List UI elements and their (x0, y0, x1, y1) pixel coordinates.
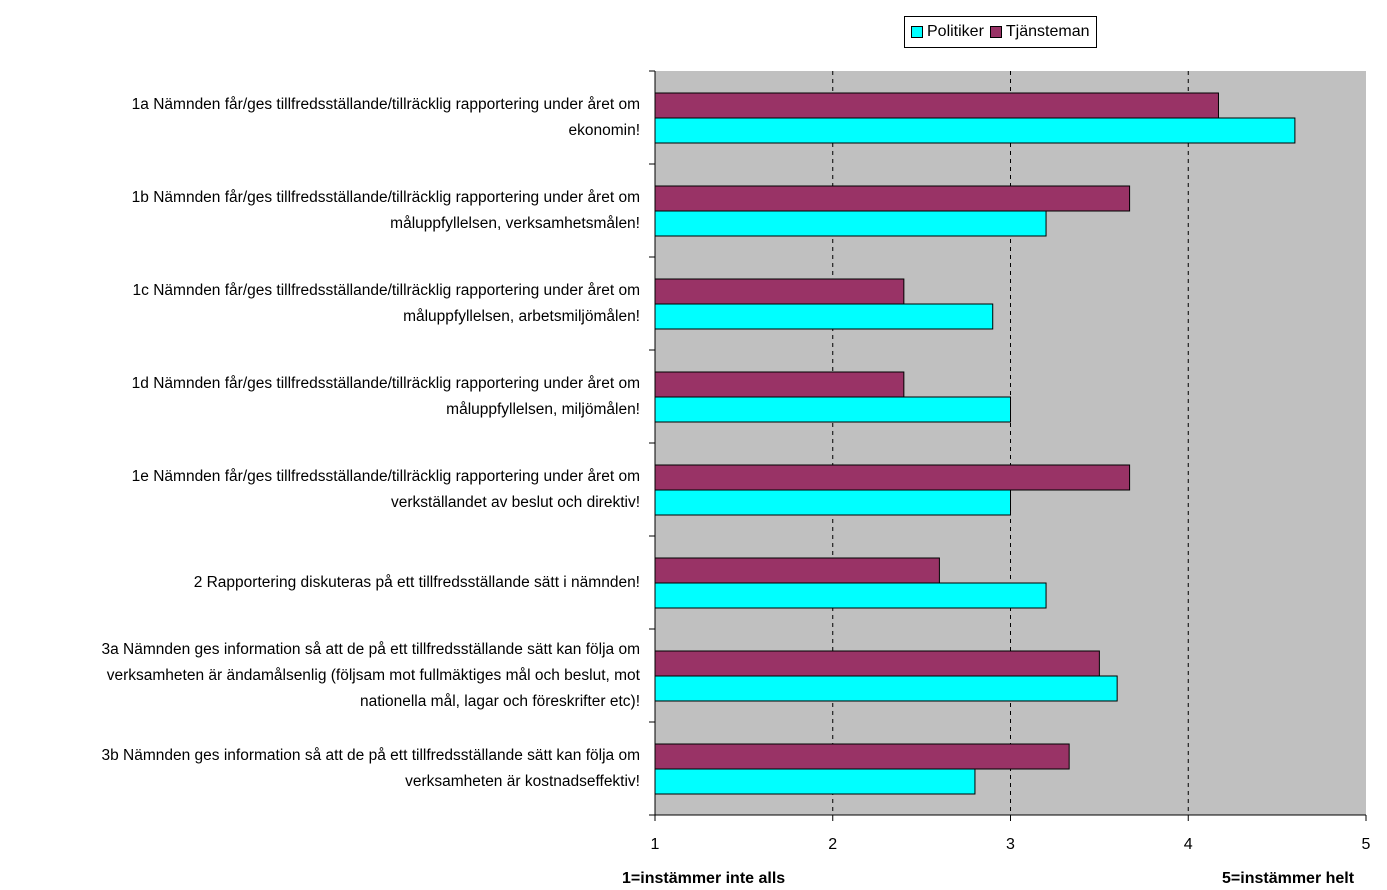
bar-tjnsteman (654, 185, 1131, 212)
x-max-note: 5=instämmer helt (1222, 870, 1355, 887)
bar-politiker (654, 675, 1118, 702)
bar-politiker (654, 210, 1047, 237)
x-tick-label: 4 (1183, 836, 1193, 853)
category-label: 2 Rapportering diskuteras på ett tillfre… (193, 573, 640, 591)
bar-tjnsteman (654, 371, 905, 398)
bar-tjnsteman (654, 557, 940, 584)
bar-politiker (654, 396, 1011, 423)
x-tick-label: 1 (650, 836, 660, 853)
x-tick-label: 5 (1361, 836, 1371, 853)
bar-politiker (654, 582, 1047, 609)
bar-tjnsteman (654, 278, 905, 305)
category-label: 1a Nämnden får/ges tillfredsställande/ti… (131, 95, 640, 139)
category-label: 3b Nämnden ges information så att de på … (101, 746, 641, 790)
legend: Politiker Tjänsteman (904, 16, 1097, 48)
legend-label-politiker: Politiker (927, 23, 984, 40)
category-label: 1c Nämnden får/ges tillfredsställande/ti… (132, 281, 640, 325)
legend-label-tjansteman: Tjänsteman (1005, 23, 1090, 40)
category-label: 1e Nämnden får/ges tillfredsställande/ti… (131, 467, 640, 511)
x-tick-label: 3 (1006, 836, 1015, 853)
legend-swatch-politiker (911, 26, 923, 38)
bar-tjnsteman (654, 464, 1131, 491)
bar-tjnsteman (654, 92, 1219, 119)
x-tick-label: 2 (828, 836, 838, 853)
legend-item-politiker: Politiker (911, 23, 984, 41)
x-min-note: 1=instämmer inte alls (622, 870, 786, 887)
category-label: 3a Nämnden ges information så att de på … (101, 640, 641, 710)
bar-tjnsteman (654, 743, 1070, 770)
bar-tjnsteman (654, 650, 1100, 677)
legend-item-tjansteman: Tjänsteman (989, 23, 1090, 41)
bar-politiker (654, 117, 1296, 144)
legend-swatch-tjansteman (989, 26, 1002, 38)
category-label: 1d Nämnden får/ges tillfredsställande/ti… (131, 374, 640, 418)
bar-politiker (654, 768, 976, 795)
bar-politiker (654, 489, 1011, 516)
category-label: 1b Nämnden får/ges tillfredsställande/ti… (131, 188, 640, 232)
bar-politiker (654, 303, 994, 330)
